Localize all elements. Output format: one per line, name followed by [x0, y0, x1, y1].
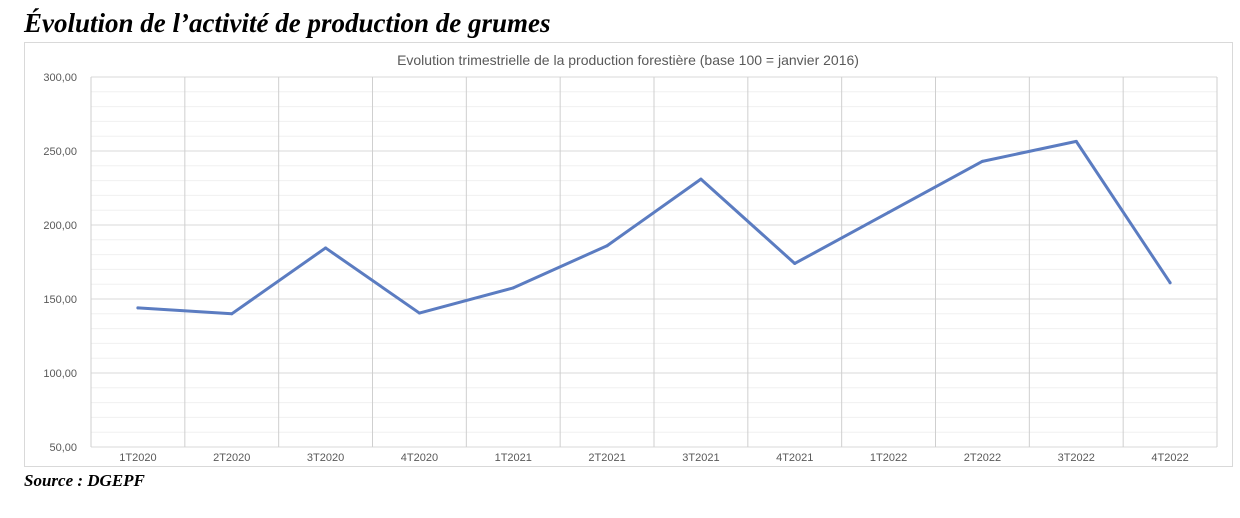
data-point — [324, 246, 328, 250]
data-point — [511, 286, 515, 290]
data-point — [136, 306, 140, 310]
data-point — [230, 312, 234, 316]
source-note: Source : DGEPF — [24, 471, 145, 490]
data-point — [417, 311, 421, 315]
y-tick-label: 300,00 — [43, 72, 77, 84]
y-tick-label: 50,00 — [49, 442, 77, 454]
x-tick-label: 1T2022 — [870, 452, 907, 464]
x-tick-label: 1T2020 — [119, 452, 156, 464]
chart-area: 50,00 100,00 150,00 200,00 250,00 300,00 1T202… — [24, 42, 1233, 467]
x-tick-label: 4T2020 — [401, 452, 438, 464]
series-layer — [136, 139, 1172, 316]
x-tick-label: 2T2021 — [588, 452, 625, 464]
x-tick-label: 3T2022 — [1058, 452, 1095, 464]
y-tick-label: 100,00 — [43, 368, 77, 380]
data-point — [1168, 281, 1172, 285]
y-tick-label: 200,00 — [43, 220, 77, 232]
x-tick-label: 1T2021 — [495, 452, 532, 464]
page-heading: Évolution de l’activité de production de… — [24, 8, 551, 38]
data-point — [887, 210, 891, 214]
y-tick-label: 250,00 — [43, 146, 77, 158]
axis-layer: 50,00 100,00 150,00 200,00 250,00 300,00 1T202… — [43, 72, 1188, 464]
series-line — [136, 139, 1172, 316]
data-point — [1074, 139, 1078, 143]
x-tick-label: 4T2022 — [1151, 452, 1188, 464]
data-point — [699, 177, 703, 181]
x-tick-label: 3T2021 — [682, 452, 719, 464]
data-point — [605, 244, 609, 248]
data-point — [980, 159, 984, 163]
y-tick-label: 150,00 — [43, 294, 77, 306]
grid-layer — [90, 76, 1218, 448]
line-chart: 50,00 100,00 150,00 200,00 250,00 300,00 1T202… — [43, 52, 1218, 464]
data-point — [793, 261, 797, 265]
x-tick-label: 2T2022 — [964, 452, 1001, 464]
x-tick-label: 2T2020 — [213, 452, 250, 464]
x-tick-label: 3T2020 — [307, 452, 344, 464]
chart-title: Evolution trimestrielle de la production… — [397, 52, 859, 68]
x-tick-label: 4T2021 — [776, 452, 813, 464]
